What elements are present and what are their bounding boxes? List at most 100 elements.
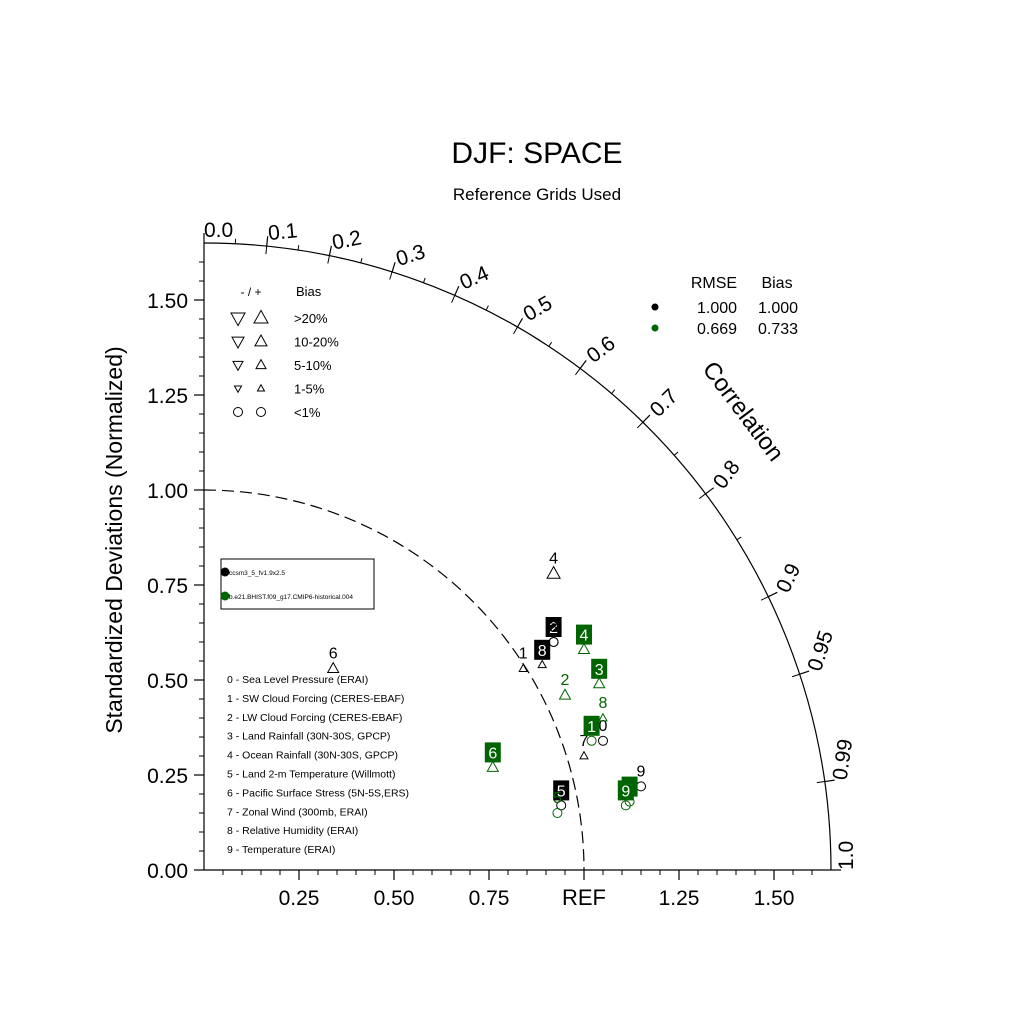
correlation-tick [266,236,269,247]
bias-legend-up-icon [254,333,268,347]
y-tick-label: 0.00 [147,860,188,883]
correlation-tick-label: 1.0 [835,841,858,870]
case-legend-dot [220,567,230,577]
correlation-tick [705,487,714,495]
correlation-tick [824,779,835,783]
point-marker-triangle [546,565,561,579]
bias-legend-row-label: 1-5% [294,382,325,397]
correlation-minor-tick [736,536,742,541]
case-legend-label: b.e21.BHIST.f09_g17.CMIP6-historical.004 [229,594,353,601]
point-marker-circle [620,800,631,811]
y-axis-label: Standardized Deviations (Normalized) [101,346,127,733]
point-marker-circle [586,735,597,746]
point-marker-triangle [577,642,591,655]
point-label: 0 [599,718,608,735]
case-legend-dot [220,591,230,601]
point-label: 3 [549,619,558,636]
bias-legend-up-icon [256,383,266,392]
y-tick-label: 1.00 [147,480,188,503]
variable-legend-item: 4 - Ocean Rainfall (30N-30S, GPCP) [227,750,398,762]
point-marker-triangle [598,712,608,722]
correlation-minor-tick [548,341,553,347]
correlation-inner-tick [760,596,769,601]
correlation-tick [516,318,524,328]
correlation-tick [328,245,332,256]
variable-legend-item: 5 - Land 2-m Temperature (Willmott) [227,769,395,781]
correlation-axis-label: Correlation [697,356,789,466]
point-label-box [484,742,501,763]
y-tick-label: 0.75 [147,575,188,598]
bias-legend-down-icon [232,360,244,372]
ref-label: REF [562,885,606,910]
bias-legend-down-icon [230,312,246,327]
point-label-box [553,780,570,801]
point-label: 4 [549,551,558,568]
correlation-tick-label: 0.0 [204,219,233,242]
variable-legend-item: 0 - Sea Level Pressure (ERAI) [227,674,368,686]
correlation-arc [203,242,832,871]
correlation-inner-tick [513,326,518,335]
points-layer: 0123456789012345689 [326,551,646,818]
correlation-minor-tick [485,305,489,311]
point-label: 8 [538,643,547,660]
bias-legend-up-icon [255,358,267,370]
legend-layer: - / + Bias >20% 10-20% 5-10% 1-5% <1% RMSE Bias 1… [220,275,798,856]
stats-header-rmse: RMSE [691,275,737,292]
point-marker-circle [548,637,559,647]
point-label-box [545,617,562,637]
point-label: 2 [561,672,570,689]
point-label: 5 [553,790,562,807]
x-tick-label: 0.75 [469,887,510,910]
bias-legend-down-icon [231,336,245,350]
bias-legend-down-icon [233,385,243,394]
correlation-tick-label: 0.3 [393,240,428,271]
variable-legend-item: 8 - Relative Humidity (ERAI) [227,825,358,837]
variable-legend-item: 6 - Pacific Surface Stress (5N-5S,ERS) [227,787,409,799]
correlation-minor-tick [611,389,616,394]
correlation-tick-label: 0.9 [772,560,805,596]
correlation-inner-tick [791,673,800,678]
y-tick-label: 0.25 [147,765,188,788]
correlation-inner-tick [451,295,456,303]
point-label: 9 [621,783,630,800]
variable-legend-item: 7 - Zonal Wind (300mb, ERAI) [227,806,368,818]
correlation-tick [642,414,651,423]
bias-legend-circle-icon [256,407,266,417]
bias-legend-row-label: >20% [294,311,328,326]
correlation-inner-tick [575,368,581,376]
point-marker-circle [636,781,646,792]
correlation-tick-label: 0.8 [709,456,745,493]
point-marker-triangle [592,676,606,689]
chart-title: DJF: SPACE [451,137,622,170]
y-tick-label: 0.50 [147,670,188,693]
stats-row-bias: 1.000 [758,300,798,317]
point-label-box [591,658,608,679]
point-label: 8 [599,695,608,712]
correlation-inner-tick [816,781,825,784]
x-tick-label: 0.50 [374,887,415,910]
correlation-tick-label: 0.1 [267,219,298,245]
point-marker-triangle [537,659,548,669]
stats-row-dot [651,324,659,332]
x-tick-label: 0.25 [279,887,320,910]
stats-header-bias: Bias [761,275,792,292]
point-label: 7 [580,733,589,750]
correlation-inner-tick [389,271,393,280]
point-label: 3 [595,662,604,679]
point-label: 9 [637,763,646,780]
reference-arc [203,489,585,871]
correlation-inner-tick [327,255,330,264]
correlation-minor-tick [360,257,363,264]
point-marker-circle [552,808,563,818]
bias-legend-row-label: <1% [294,405,321,420]
variable-legend-item: 3 - Land Rainfall (30N-30S, GPCP) [227,731,390,743]
chart-subtitle: Reference Grids Used [453,185,621,204]
point-label-box [583,715,600,736]
variable-legend-item: 9 - Temperature (ERAI) [227,844,335,856]
point-label: 5 [557,783,566,800]
bias-legend-row-label: 5-10% [294,358,332,373]
bias-legend-row-label: 10-20% [294,335,339,350]
correlation-tick-label: 0.2 [330,226,363,254]
